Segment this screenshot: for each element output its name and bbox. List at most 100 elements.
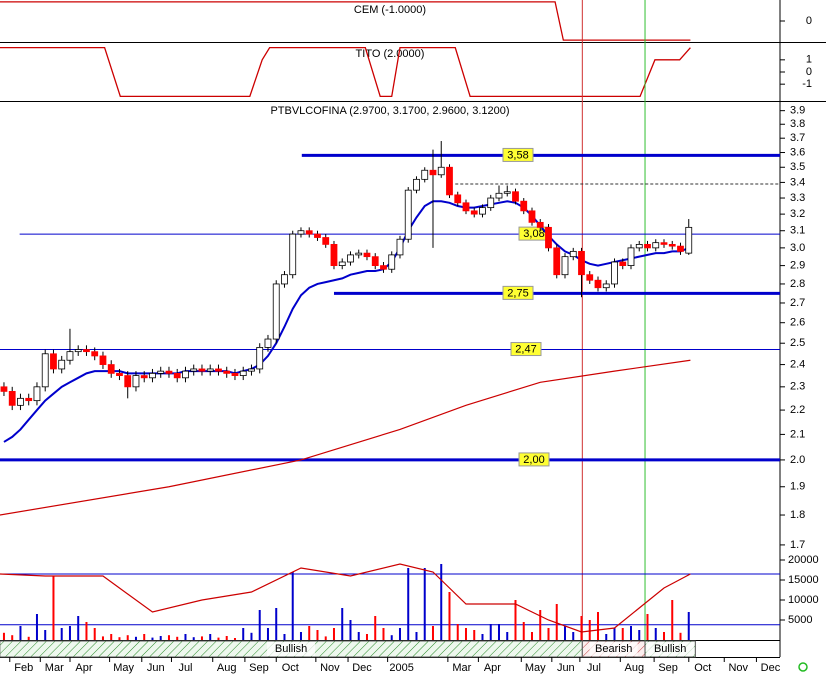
y-tick-label: 20000 bbox=[788, 554, 819, 566]
x-tick-label: Dec bbox=[761, 662, 781, 674]
volume-bar bbox=[407, 568, 410, 640]
candle-body bbox=[91, 351, 99, 357]
candle-body bbox=[446, 166, 453, 196]
volume-bar bbox=[514, 600, 517, 640]
candle-body bbox=[330, 243, 338, 267]
candle-body bbox=[528, 210, 536, 223]
volume-bar bbox=[242, 628, 245, 640]
candle-body bbox=[107, 364, 115, 374]
candle-body bbox=[17, 397, 24, 406]
candle-body bbox=[305, 230, 313, 235]
candle-body bbox=[578, 250, 585, 276]
y-tick-label: 3.1 bbox=[790, 225, 805, 237]
level-label: 2,00 bbox=[523, 454, 544, 466]
candle-body bbox=[74, 349, 82, 353]
candle-body bbox=[644, 243, 651, 249]
x-tick-label: May bbox=[525, 662, 546, 674]
candle-body bbox=[404, 189, 412, 240]
candle-body bbox=[495, 192, 503, 199]
candle-body bbox=[99, 355, 107, 365]
candle-body bbox=[503, 191, 511, 194]
volume-bar bbox=[2, 632, 5, 640]
indicator-line bbox=[0, 1, 691, 41]
volume-bar bbox=[456, 624, 459, 640]
status-icon bbox=[798, 662, 808, 672]
volume-bar bbox=[291, 572, 294, 640]
volume-bar bbox=[52, 576, 55, 640]
volume-bar bbox=[217, 637, 220, 640]
x-tick-label: Sep bbox=[658, 662, 678, 674]
volume-bar bbox=[192, 637, 195, 640]
x-tick-label: May bbox=[113, 662, 134, 674]
y-tick-label: 5000 bbox=[788, 614, 812, 626]
volume-bar bbox=[143, 634, 146, 640]
candle-body bbox=[602, 283, 610, 289]
candle-body bbox=[314, 233, 321, 238]
x-tick-label: Mar bbox=[452, 662, 471, 674]
x-tick-label: Dec bbox=[352, 662, 372, 674]
volume-line bbox=[0, 563, 691, 633]
candle-body bbox=[462, 202, 470, 212]
candle-body bbox=[594, 279, 602, 289]
level-label-box bbox=[502, 147, 534, 162]
candle-body bbox=[248, 368, 255, 372]
y-tick-label: 3.2 bbox=[790, 208, 805, 220]
volume-bar bbox=[110, 634, 113, 640]
signal-label-bg bbox=[646, 642, 695, 656]
y-tick-label: 3.7 bbox=[790, 132, 805, 144]
volume-bar bbox=[258, 610, 261, 640]
y-tick-label: 3.4 bbox=[790, 176, 805, 188]
volume-bar bbox=[349, 620, 352, 640]
candle-body bbox=[660, 242, 668, 245]
volume-bar bbox=[390, 635, 393, 640]
volume-bar bbox=[440, 564, 443, 640]
x-tick-label: Aug bbox=[625, 662, 645, 674]
volume-bar bbox=[563, 626, 566, 640]
volume-bar bbox=[679, 632, 682, 640]
volume-bar bbox=[464, 628, 467, 640]
volume-bar bbox=[35, 614, 38, 640]
y-tick-label: 3.0 bbox=[790, 242, 805, 254]
volume-bar bbox=[200, 636, 203, 640]
candle-body bbox=[83, 349, 90, 353]
x-tick-label: Nov bbox=[320, 662, 340, 674]
signal-label: Bearish bbox=[595, 643, 632, 655]
candle-body bbox=[520, 200, 528, 212]
signal-label-bg bbox=[589, 642, 638, 656]
volume-bar bbox=[539, 610, 542, 640]
candle-body bbox=[627, 247, 635, 267]
volume-bar bbox=[605, 634, 608, 640]
x-tick-label: Jun bbox=[147, 662, 165, 674]
y-tick-label: 2.0 bbox=[790, 454, 805, 466]
candle-body bbox=[553, 247, 561, 276]
volume-bar bbox=[572, 632, 575, 640]
candle-body bbox=[619, 261, 627, 267]
volume-bar bbox=[60, 628, 63, 640]
x-tick-label: Nov bbox=[728, 662, 748, 674]
candle-body bbox=[182, 370, 189, 379]
candle-body bbox=[8, 390, 16, 406]
moving-average bbox=[0, 359, 691, 516]
candle-body bbox=[173, 372, 181, 379]
candle-body bbox=[545, 226, 552, 249]
candle-body bbox=[198, 368, 206, 372]
x-tick-label: Jul bbox=[587, 662, 601, 674]
x-tick-label: Mar bbox=[45, 662, 64, 674]
candle-body bbox=[685, 226, 693, 254]
volume-bar bbox=[44, 630, 47, 640]
candle-body bbox=[58, 359, 66, 370]
candle-body bbox=[132, 375, 140, 388]
candle-body bbox=[487, 197, 495, 209]
volume-bar bbox=[101, 636, 104, 640]
volume-bar bbox=[629, 626, 632, 640]
candle-body bbox=[635, 243, 643, 249]
candle-body bbox=[371, 256, 379, 267]
y-tick-label: 1.8 bbox=[790, 509, 805, 521]
volume-bar bbox=[671, 600, 674, 640]
volume-bar bbox=[85, 622, 88, 640]
volume-bar bbox=[497, 624, 500, 640]
volume-bar bbox=[654, 628, 657, 640]
candle-body bbox=[421, 169, 429, 180]
